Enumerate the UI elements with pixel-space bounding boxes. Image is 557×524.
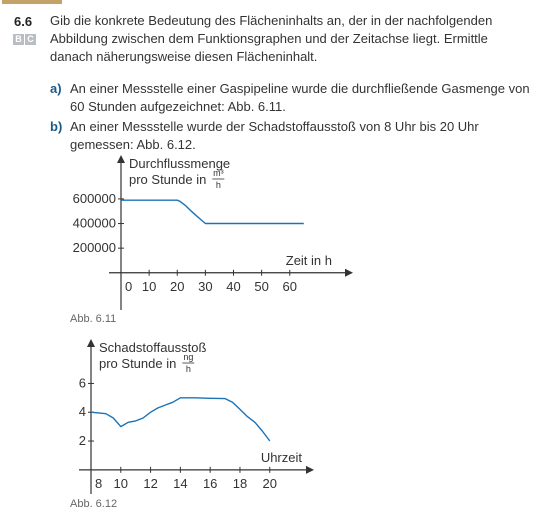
x-tick-label: 8 [95,476,102,491]
intro-line-3: danach näherungsweise diesen Flächeninha… [50,49,318,64]
x-tick-label: 30 [198,279,212,294]
item-b-line-2: gemessen: Abb. 6.12. [70,137,196,152]
x-axis-label: Zeit in h [286,253,332,268]
x-tick-label: 20 [263,476,277,491]
unit-numerator: m³ [213,168,224,178]
item-a-line-1: An einer Messstelle einer Gaspipeline wu… [70,81,530,96]
x-tick-label: 14 [173,476,187,491]
y-axis-arrow [117,155,125,163]
item-a-line-2: 60 Stunden aufgezeichnet: Abb. 6.11. [70,99,286,114]
intro-line-2: Abbildung zwischen dem Funktionsgraphen … [50,31,488,46]
x-tick-label: 60 [283,279,297,294]
y-axis-label-line1: Schadstoffausstoß [99,340,206,355]
x-tick-label: 10 [114,476,128,491]
y-tick-label: 2 [79,433,86,448]
x-axis-arrow [345,268,353,277]
intro-line-1: Gib die konkrete Bedeutung des Flächenin… [50,13,493,28]
item-b-label: b) [50,119,63,134]
y-tick-label: 6 [79,375,86,390]
flow-rate-chart: 0 10 20 30 40 50 60 600000 400000 200000 Durchflus… [73,155,353,310]
x-tick-label: 16 [203,476,217,491]
y-tick-label: 400000 [73,216,116,231]
x-tick-label: 10 [142,279,156,294]
item-b-line-1: An einer Messstelle wurde der Schadstoff… [70,119,479,134]
figure-caption-6-11: Abb. 6.11 [70,313,117,325]
y-axis-label-line1: Durchflussmenge [129,156,230,171]
data-series-line [90,397,271,442]
y-tick-label: 600000 [73,191,116,206]
x-tick-label: 0 [125,279,132,294]
x-tick-label: 50 [254,279,268,294]
y-tick-label: 200000 [73,240,116,255]
x-tick-label: 40 [226,279,240,294]
top-accent-bar [2,0,62,4]
x-tick-label: 20 [170,279,184,294]
y-tick-label: 4 [79,404,86,419]
x-axis-arrow [306,465,314,474]
y-axis-label-line2: pro Stunde in [129,172,206,187]
figure-caption-6-12: Abb. 6.12 [70,498,118,510]
task-number: 6.6 [14,14,33,29]
y-axis-arrow [87,339,95,347]
difficulty-badges: B C [13,34,36,45]
x-tick-label: 18 [233,476,247,491]
badge-c: C [25,34,36,45]
unit-numerator: ng [183,352,193,362]
y-axis-label-line2: pro Stunde in [99,356,176,371]
unit-denominator: h [186,364,191,374]
item-a-label: a) [50,81,62,96]
x-axis-label: Uhrzeit [261,450,303,465]
badge-b: B [13,34,24,45]
data-series-line [121,199,304,225]
unit-denominator: h [216,180,221,190]
x-tick-label: 12 [143,476,157,491]
